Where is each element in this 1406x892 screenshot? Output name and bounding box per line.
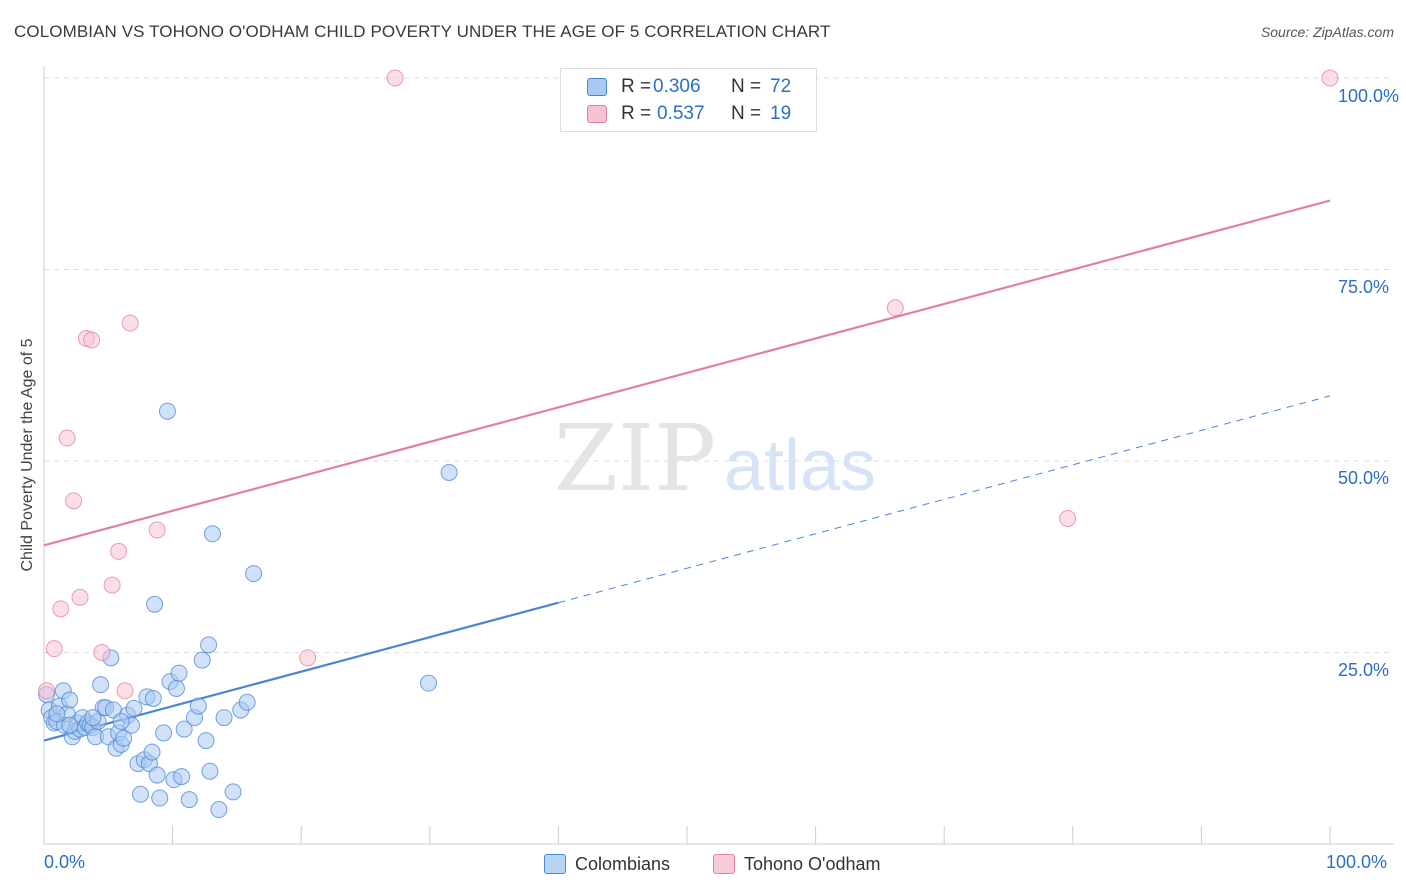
data-point (125, 699, 143, 717)
data-point (175, 720, 193, 738)
x-tick-label-100: 100.0% (1326, 852, 1388, 872)
data-point (886, 299, 904, 317)
data-point (48, 705, 66, 723)
data-point (144, 689, 162, 707)
legend-r-value: 0.306 (653, 76, 701, 97)
data-point (61, 716, 79, 734)
legend-swatch-tohono (713, 854, 735, 874)
data-point (238, 693, 256, 711)
data-point (173, 768, 191, 786)
chart-title: COLOMBIAN VS TOHONO O'ODHAM CHILD POVERT… (14, 22, 831, 41)
data-point (143, 743, 161, 761)
data-point (201, 762, 219, 780)
trendline-solid (43, 199, 1331, 547)
data-point (1321, 69, 1339, 87)
legend-n-label: N = (731, 76, 762, 97)
data-point (440, 463, 458, 481)
legend-n-value: 19 (770, 103, 792, 124)
data-point (200, 636, 218, 654)
data-point (1059, 509, 1077, 527)
data-point (65, 492, 83, 510)
legend-n-label: N = (731, 103, 762, 124)
data-point (84, 709, 102, 727)
data-point (245, 565, 263, 583)
data-point (110, 542, 128, 560)
data-point (158, 402, 176, 420)
data-point (155, 724, 173, 742)
bottom-legend-colombians[interactable]: Colombians (544, 852, 694, 876)
watermark: ZIP atlas (554, 405, 876, 512)
data-point (148, 521, 166, 539)
data-point (92, 676, 110, 694)
y-axis-label: Child Poverty Under the Age of 5 (19, 338, 36, 572)
data-point (115, 729, 133, 747)
legend-r-value: 0.537 (657, 103, 705, 124)
data-point (420, 674, 438, 692)
data-point (193, 651, 211, 669)
data-point (116, 682, 134, 700)
data-point (71, 588, 89, 606)
data-point (203, 525, 221, 543)
bottom-legend-tohono[interactable]: Tohono O'odham (713, 852, 913, 876)
y-tick-label-25: 25.0% (1338, 660, 1390, 680)
data-point (112, 712, 130, 730)
y-tick-label-75: 75.0% (1338, 277, 1390, 297)
legend-swatch-colombians (544, 854, 566, 874)
legend-r-label: R = (621, 76, 652, 97)
data-point (167, 680, 185, 698)
data-point (131, 785, 149, 803)
legend-label-colombians: Colombians (575, 854, 671, 874)
data-point (189, 697, 207, 715)
data-point (93, 644, 111, 661)
data-point (210, 801, 228, 819)
data-point (103, 576, 121, 594)
source-note: Source: ZipAtlas.com (1260, 24, 1394, 40)
data-point (61, 691, 79, 709)
data-point (121, 314, 139, 332)
legend-label-tohono: Tohono O'odham (744, 854, 881, 874)
x-tick-label-0: 0.0% (44, 852, 86, 872)
trendline-dashed (558, 395, 1331, 604)
data-point (151, 789, 169, 807)
gridlines (44, 77, 1394, 653)
axes (43, 66, 1394, 845)
data-point (180, 791, 198, 809)
legend-n-value: 72 (770, 76, 792, 97)
series-0 (38, 402, 458, 819)
data-point (83, 331, 101, 349)
data-point (197, 732, 215, 750)
series-1 (38, 69, 1339, 700)
watermark-atlas: atlas (724, 426, 876, 506)
data-point (58, 429, 76, 447)
data-point (148, 766, 166, 784)
legend-swatch-tohono (587, 105, 607, 123)
data-point (215, 709, 233, 727)
data-point (224, 783, 242, 801)
data-point (386, 69, 404, 87)
data-point (170, 664, 188, 682)
stats-legend: R = 0.306 N = 72 R = 0.537 N = 19 (560, 68, 817, 132)
data-point (299, 649, 317, 667)
data-point (38, 682, 56, 700)
watermark-zip: ZIP (554, 405, 716, 512)
y-tick-label-100: 100.0% (1338, 86, 1400, 106)
legend-r-label: R = (621, 103, 652, 124)
data-point (52, 600, 70, 618)
legend-swatch-colombians (587, 78, 607, 96)
data-point (45, 640, 63, 658)
data-point (146, 595, 164, 613)
y-tick-label-50: 50.0% (1338, 468, 1390, 488)
data-points (38, 69, 1339, 819)
